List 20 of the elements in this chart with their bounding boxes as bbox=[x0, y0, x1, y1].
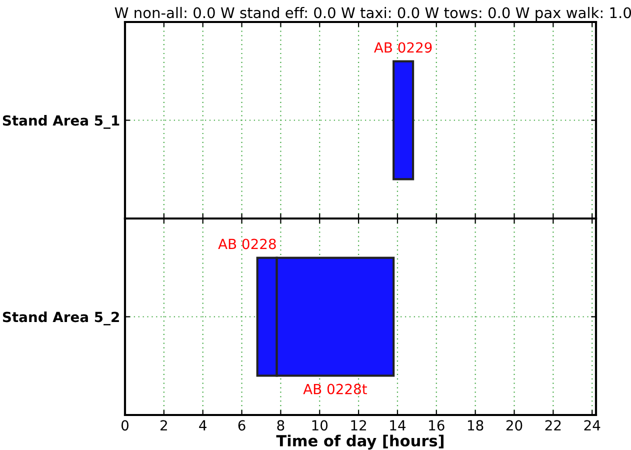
series-label: AB 0229 bbox=[374, 42, 432, 53]
x-tick-label: 2 bbox=[160, 420, 167, 430]
x-tick-label: 6 bbox=[238, 420, 246, 431]
x-tick-label: 20 bbox=[506, 420, 522, 431]
y-tick-label: Stand Area 5_2 bbox=[2, 311, 119, 326]
series-label: AB 0228 bbox=[218, 238, 276, 250]
x-tick-label: 8 bbox=[277, 420, 284, 431]
series-label: AB 0228t bbox=[303, 384, 367, 394]
x-tick-label: 0 bbox=[121, 420, 128, 431]
x-axis-title: Time of day [hours] bbox=[276, 434, 444, 450]
y-tick-label: Stand Area 5_1 bbox=[2, 114, 120, 129]
x-tick-label: 10 bbox=[312, 420, 328, 431]
x-tick-label: 12 bbox=[351, 420, 366, 430]
x-tick-label: 4 bbox=[199, 420, 206, 430]
chart-title: W non-all: 0.0 W stand eff: 0.0 W taxi: 0.0 W tows: 0.0 W pax walk: 1.0 bbox=[114, 6, 631, 22]
x-tick-label: 24 bbox=[584, 420, 600, 430]
x-tick-label: 16 bbox=[429, 420, 444, 431]
x-tick-label: 18 bbox=[468, 420, 484, 431]
x-tick-label: 14 bbox=[390, 420, 406, 430]
x-tick-label: 22 bbox=[545, 420, 561, 430]
